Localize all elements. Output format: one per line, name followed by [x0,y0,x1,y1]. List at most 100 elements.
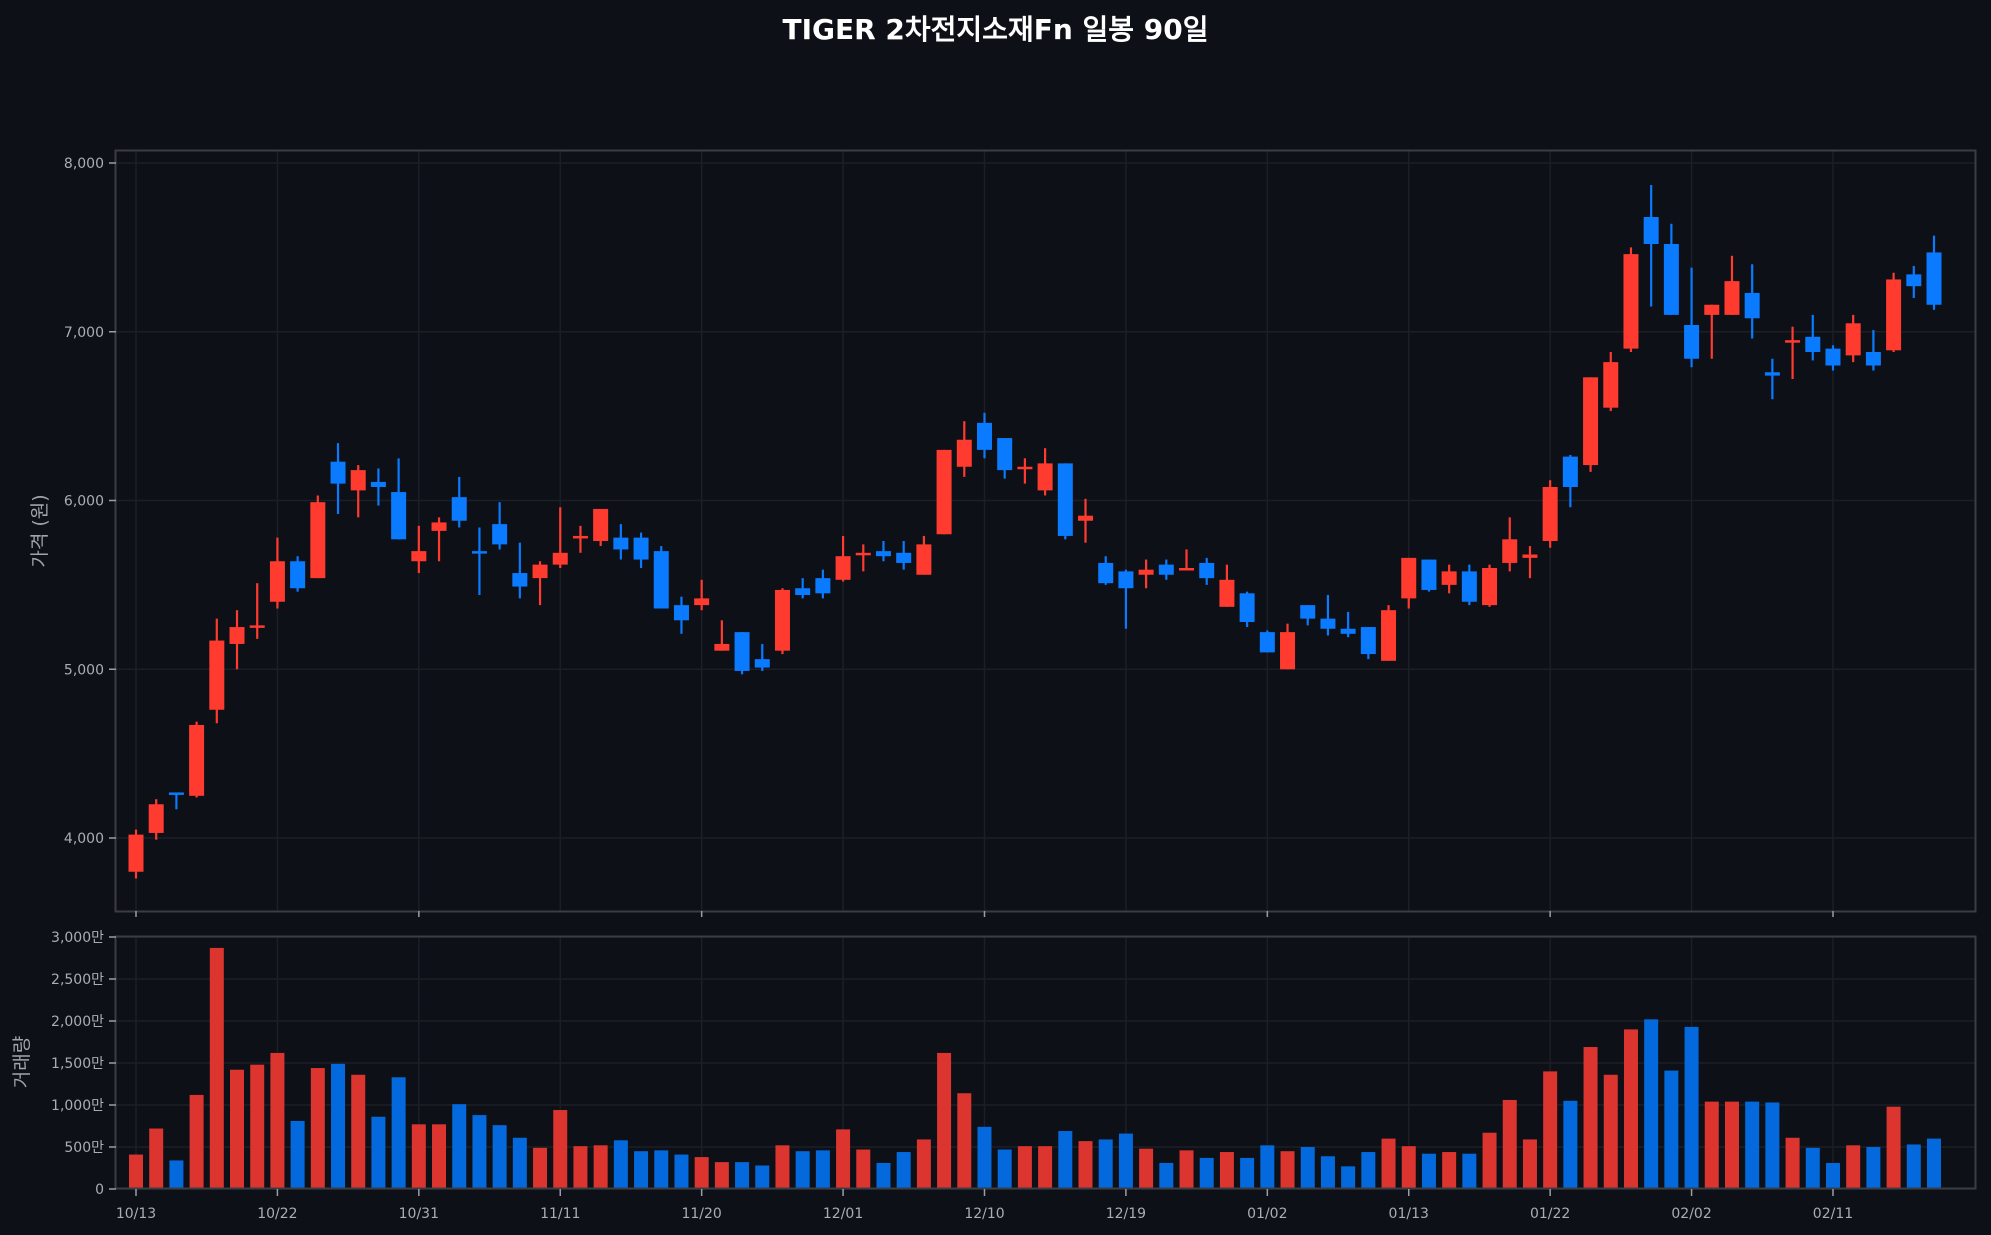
candle [1562,456,1578,487]
candle [1138,569,1154,575]
candle [532,564,548,579]
volume-bar [1927,1138,1941,1189]
candle [1704,304,1720,315]
volume-bar [1038,1146,1053,1189]
volume-bar [310,1068,325,1189]
x-tick-label: 11/11 [540,1206,580,1222]
price-y-axis: 4,000 5,000 6,000 7,000 8,000 [64,156,116,847]
volume-y-tick-label: 1,500만 [51,1056,104,1072]
candle [673,605,689,621]
chart-title: TIGER 2차전지소재Fn 일봉 90일 [782,13,1209,46]
candle [1583,377,1599,466]
candle [1017,466,1033,470]
candle [1522,554,1538,558]
candle [209,640,225,710]
candle [956,439,972,467]
price-candles [128,184,1942,879]
volume-bar [1058,1131,1073,1189]
volume-bar [977,1126,992,1189]
candle [249,625,265,628]
candle [1219,579,1235,607]
volume-bar [472,1115,487,1189]
volume-bar [432,1124,447,1189]
candle [855,552,871,556]
candle [1037,463,1053,491]
volume-y-tick-label: 1,000만 [51,1098,104,1114]
candle [916,544,932,575]
volume-bar [411,1124,426,1189]
volume-bar [1017,1146,1032,1189]
price-y-tick-label: 5,000 [64,662,104,678]
volume-bar [1442,1152,1457,1189]
volume-bar [290,1120,305,1189]
volume-bar [937,1052,952,1189]
candle [370,481,386,487]
volume-bar [755,1165,770,1189]
volume-bar [1644,1019,1659,1189]
candle [552,552,568,565]
volume-bar [371,1116,386,1189]
candle [734,632,750,671]
candle [391,492,407,540]
volume-bar [1603,1074,1618,1189]
candle [694,598,710,606]
x-tick-label: 01/02 [1247,1206,1287,1222]
volume-bar [1078,1141,1093,1189]
volume-bar [876,1162,891,1189]
volume-bar [896,1152,911,1189]
volume-bar [1745,1101,1760,1189]
candle [613,537,629,550]
candle [1441,571,1457,585]
candle [310,502,326,579]
x-tick-label: 12/01 [823,1206,863,1222]
candle [492,524,508,545]
candle [1360,627,1376,655]
candle [1199,562,1215,579]
volume-bar [856,1149,871,1189]
candle [1764,372,1780,376]
volume-bar [553,1110,568,1189]
volume-bar [230,1069,245,1189]
volume-bar [795,1151,810,1189]
candle [815,578,831,594]
volume-bar [916,1139,931,1189]
volume-bar [613,1140,628,1189]
candle [1381,610,1397,661]
candle [1179,568,1195,571]
volume-bar [674,1154,689,1189]
price-y-tick-label: 7,000 [64,325,104,341]
volume-bar [1886,1106,1901,1189]
candle [1320,618,1336,629]
volume-bar [1522,1139,1537,1189]
candle [269,561,285,602]
volume-bar [351,1074,366,1189]
candle [936,449,952,535]
volume-bar [1704,1101,1719,1189]
x-tick-label: 12/10 [964,1206,1004,1222]
candle [653,551,669,609]
volume-bar [957,1093,972,1189]
volume-bar [836,1129,851,1189]
volume-bar [1219,1152,1234,1189]
volume-bar [997,1149,1012,1189]
candle [1098,562,1114,584]
candle [128,834,144,872]
candle [451,497,467,521]
candle [795,588,811,595]
volume-bar [1240,1157,1255,1189]
volume-bar [654,1150,669,1189]
volume-bar [815,1150,830,1189]
volume-y-axis: 0 500만 1,000만 1,500만 2,000만 2,500만 3,000만 [51,930,116,1198]
volume-bar [573,1146,588,1189]
candle [229,627,245,644]
candle [1239,593,1255,622]
volume-bar [1502,1099,1517,1189]
x-tick-label: 02/02 [1671,1206,1711,1222]
candle [976,422,992,450]
price-y-tick-label: 8,000 [64,156,104,172]
x-tick-label: 10/13 [116,1206,156,1222]
volume-bar [209,947,224,1189]
volume-bar [1765,1102,1780,1189]
candle [1603,362,1619,408]
volume-bar [1906,1144,1921,1189]
